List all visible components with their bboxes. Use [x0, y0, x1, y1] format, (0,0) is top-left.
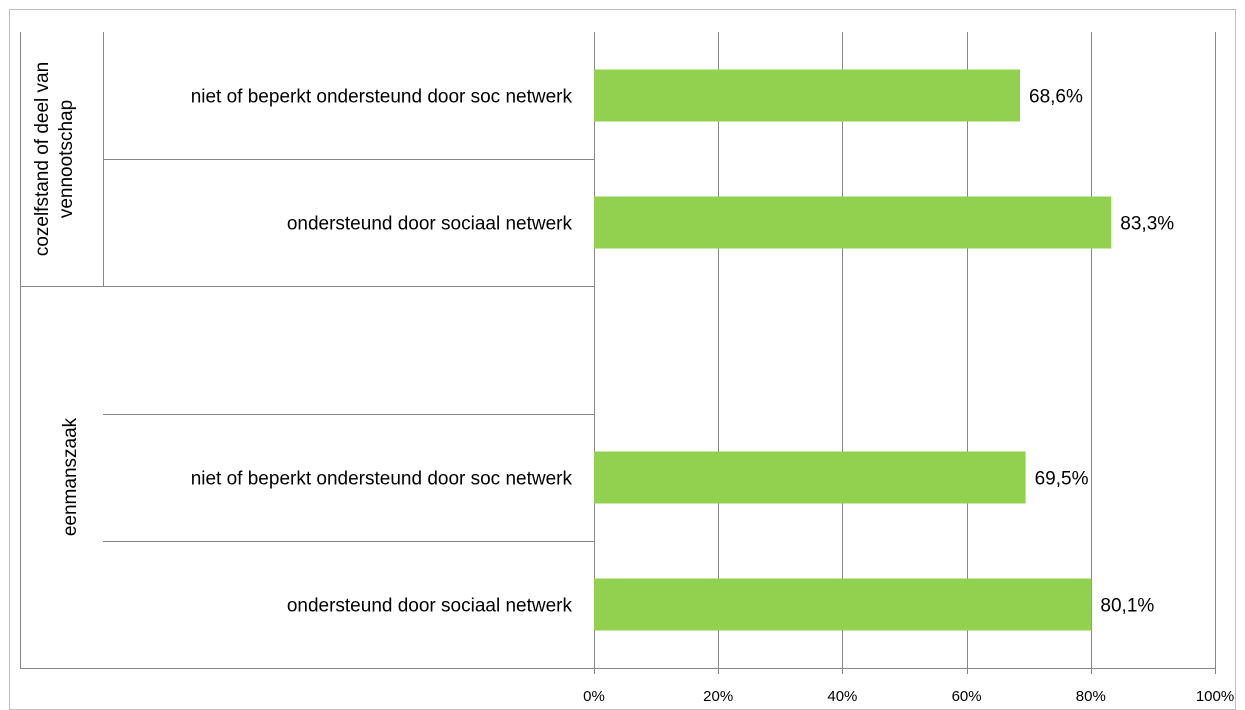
x-tick-label: 0% — [583, 688, 605, 705]
bar — [594, 578, 1092, 631]
data-label: 69,5% — [1035, 469, 1089, 490]
bar — [594, 69, 1021, 122]
category-label: niet of beperkt ondersteund door soc net… — [191, 87, 573, 108]
data-label: 68,6% — [1029, 87, 1083, 108]
bar — [594, 196, 1112, 249]
group-label: cozelfstand of deel van — [32, 62, 53, 256]
x-tick-label: 100% — [1196, 688, 1234, 705]
data-label: 83,3% — [1120, 214, 1174, 235]
category-label: niet of beperkt ondersteund door soc net… — [191, 469, 573, 490]
category-label: ondersteund door sociaal netwerk — [287, 214, 573, 235]
x-tick-label: 80% — [1076, 688, 1106, 705]
gridlines — [594, 32, 1216, 668]
x-tick-label: 60% — [952, 688, 982, 705]
bars — [594, 69, 1112, 631]
x-tick-label: 40% — [827, 688, 857, 705]
group-label: vennootschap — [56, 100, 77, 218]
x-tick-label: 20% — [703, 688, 733, 705]
bar — [594, 451, 1026, 504]
data-label: 80,1% — [1100, 596, 1154, 617]
category-label: ondersteund door sociaal netwerk — [287, 596, 573, 617]
axes — [20, 32, 1216, 674]
labels: 0% 20% 40% 60% 80% 100% niet of beperkt onders… — [32, 62, 1234, 705]
group-label: eenmanszaak — [60, 417, 81, 536]
